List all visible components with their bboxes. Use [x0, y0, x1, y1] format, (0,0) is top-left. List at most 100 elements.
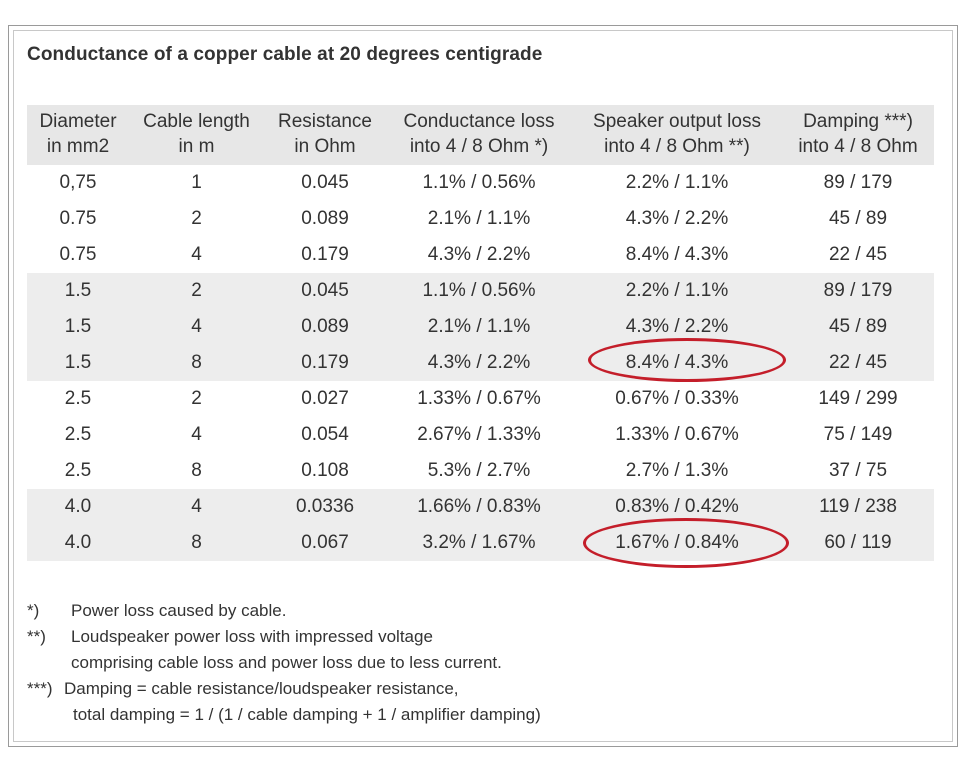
footnote-3: ***) Damping = cable resistance/loudspea… — [27, 676, 541, 702]
cell-speaker-output-loss: 4.3% / 2.2% — [572, 309, 782, 345]
table-row: 2.5 8 0.108 5.3% / 2.7% 2.7% / 1.3% 37 /… — [27, 453, 934, 489]
cell-cable-length: 8 — [191, 460, 202, 481]
cell-diameter: 0.75 — [59, 244, 97, 265]
cell-resistance: 0.089 — [264, 309, 386, 345]
table-row: 1.5 2 0.045 1.1% / 0.56% 2.2% / 1.1% 89 … — [27, 273, 934, 309]
col-header-damping: Damping ***) into 4 / 8 Ohm — [782, 105, 934, 165]
cell-diameter: 2.5 — [64, 388, 92, 409]
cell-damping: 119 / 238 — [782, 489, 934, 525]
col-header-conductance-loss: Conductance loss into 4 / 8 Ohm *) — [386, 105, 572, 165]
cell-diameter: 4.0 — [27, 489, 129, 525]
cell-speaker-output-loss: 2.2% / 1.1% — [625, 172, 729, 193]
cell-resistance: 0.054 — [301, 424, 349, 445]
cell-damping: 89 / 179 — [823, 172, 893, 193]
cell-speaker-output-loss: 1.33% / 0.67% — [615, 424, 739, 445]
cell-speaker-output-loss: 2.7% / 1.3% — [625, 460, 729, 481]
cell-conductance-loss: 4.3% / 2.2% — [386, 345, 572, 381]
table-row: 0,75 1 0.045 1.1% / 0.56% 2.2% / 1.1% 89… — [27, 165, 934, 201]
cell-cable-length: 2 — [129, 273, 264, 309]
cell-cable-length: 4 — [191, 424, 202, 445]
cell-resistance: 0.179 — [301, 244, 349, 265]
cell-resistance: 0.027 — [301, 388, 349, 409]
col-header-resistance: Resistance in Ohm — [264, 105, 386, 165]
cell-speaker-output-loss: 0.67% / 0.33% — [615, 388, 739, 409]
col-header-diameter: Diameter in mm2 — [27, 105, 129, 165]
cell-damping: 37 / 75 — [828, 460, 888, 481]
footnote-2: **) Loudspeaker power loss with impresse… — [27, 624, 541, 650]
cell-damping: 75 / 149 — [823, 424, 893, 445]
col-header-cable-length: Cable length in m — [129, 105, 264, 165]
cell-resistance: 0.108 — [301, 460, 349, 481]
page-title: Conductance of a copper cable at 20 degr… — [27, 44, 543, 65]
cell-cable-length: 8 — [129, 345, 264, 381]
cell-cable-length: 1 — [191, 172, 202, 193]
cell-damping: 89 / 179 — [782, 273, 934, 309]
cell-cable-length: 2 — [191, 208, 202, 229]
cell-conductance-loss: 1.1% / 0.56% — [422, 172, 536, 193]
cell-damping: 60 / 119 — [782, 525, 934, 561]
outer-frame — [8, 25, 958, 747]
cell-cable-length: 8 — [129, 525, 264, 561]
cell-speaker-output-loss: 0.83% / 0.42% — [572, 489, 782, 525]
footnote-3-continuation: total damping = 1 / (1 / cable damping +… — [73, 705, 541, 724]
cell-conductance-loss: 3.2% / 1.67% — [386, 525, 572, 561]
table-row: 1.5 4 0.089 2.1% / 1.1% 4.3% / 2.2% 45 /… — [27, 309, 934, 345]
table-row: 1.5 8 0.179 4.3% / 2.2% 8.4% / 4.3% 22 /… — [27, 338, 934, 382]
cell-cable-length: 4 — [129, 309, 264, 345]
cell-resistance: 0.0336 — [264, 489, 386, 525]
cell-diameter: 2.5 — [64, 424, 92, 445]
footnotes: *) Power loss caused by cable. **) Louds… — [27, 598, 541, 728]
highlighted-value: 1.67% / 0.84% — [615, 532, 739, 553]
cell-damping: 22 / 45 — [782, 345, 934, 381]
cell-damping: 45 / 89 — [828, 208, 888, 229]
cell-resistance: 0.089 — [301, 208, 349, 229]
cell-speaker-output-loss: 4.3% / 2.2% — [625, 208, 729, 229]
footnote-text: Power loss caused by cable. — [71, 601, 287, 620]
cell-conductance-loss: 5.3% / 2.7% — [427, 460, 531, 481]
cell-diameter: 1.5 — [27, 309, 129, 345]
cell-diameter: 0.75 — [59, 208, 97, 229]
col-header-speaker-output-loss: Speaker output loss into 4 / 8 Ohm **) — [572, 105, 782, 165]
cell-speaker-output-loss: 2.2% / 1.1% — [572, 273, 782, 309]
cell-speaker-output-loss: 8.4% / 4.3% — [625, 244, 729, 265]
cell-diameter: 4.0 — [27, 525, 129, 561]
cell-damping: 45 / 89 — [782, 309, 934, 345]
cell-damping: 149 / 299 — [818, 388, 898, 409]
cell-resistance: 0.045 — [264, 273, 386, 309]
footnote-marker: ***) — [27, 679, 53, 698]
cell-speaker-output-loss: 8.4% / 4.3% — [572, 338, 786, 382]
cell-damping: 22 / 45 — [828, 244, 888, 265]
cell-diameter: 1.5 — [27, 345, 129, 381]
cell-resistance: 0.045 — [301, 172, 349, 193]
cell-conductance-loss: 4.3% / 2.2% — [427, 244, 531, 265]
cell-conductance-loss: 1.33% / 0.67% — [417, 388, 541, 409]
footnote-1: *) Power loss caused by cable. — [27, 598, 541, 624]
table-header-row: Diameter in mm2 Cable length in m Resistan… — [27, 105, 934, 165]
footnote-text: Damping = cable resistance/loudspeaker r… — [64, 679, 459, 698]
footnote-text: Loudspeaker power loss with impressed vo… — [71, 627, 433, 646]
table-row: 2.5 4 0.054 2.67% / 1.33% 1.33% / 0.67% … — [27, 417, 934, 453]
footnote-2-continuation: comprising cable loss and power loss due… — [71, 653, 502, 672]
table-row: 0.75 2 0.089 2.1% / 1.1% 4.3% / 2.2% 45 … — [27, 201, 934, 237]
cell-conductance-loss: 2.67% / 1.33% — [417, 424, 541, 445]
cell-conductance-loss: 2.1% / 1.1% — [386, 309, 572, 345]
cell-speaker-output-loss: 1.67% / 0.84% — [572, 518, 790, 568]
table-row: 4.0 8 0.067 3.2% / 1.67% 1.67% / 0.84% 6… — [27, 518, 934, 568]
cell-cable-length: 4 — [129, 489, 264, 525]
table-row: 2.5 2 0.027 1.33% / 0.67% 0.67% / 0.33% … — [27, 381, 934, 417]
table-row: 4.0 4 0.0336 1.66% / 0.83% 0.83% / 0.42%… — [27, 489, 934, 525]
cell-diameter: 2.5 — [64, 460, 92, 481]
cell-cable-length: 4 — [191, 244, 202, 265]
cell-conductance-loss: 1.1% / 0.56% — [386, 273, 572, 309]
cell-diameter: 0,75 — [59, 172, 97, 193]
cell-resistance: 0.067 — [264, 525, 386, 561]
highlighted-value: 8.4% / 4.3% — [625, 352, 729, 373]
cell-cable-length: 2 — [191, 388, 202, 409]
cell-conductance-loss: 1.66% / 0.83% — [386, 489, 572, 525]
footnote-marker: *) — [27, 601, 40, 620]
inner-frame — [13, 30, 953, 742]
cell-conductance-loss: 2.1% / 1.1% — [427, 208, 531, 229]
cell-resistance: 0.179 — [264, 345, 386, 381]
cable-table: Diameter in mm2 Cable length in m Resistan… — [27, 105, 934, 568]
footnote-marker: **) — [27, 627, 46, 646]
